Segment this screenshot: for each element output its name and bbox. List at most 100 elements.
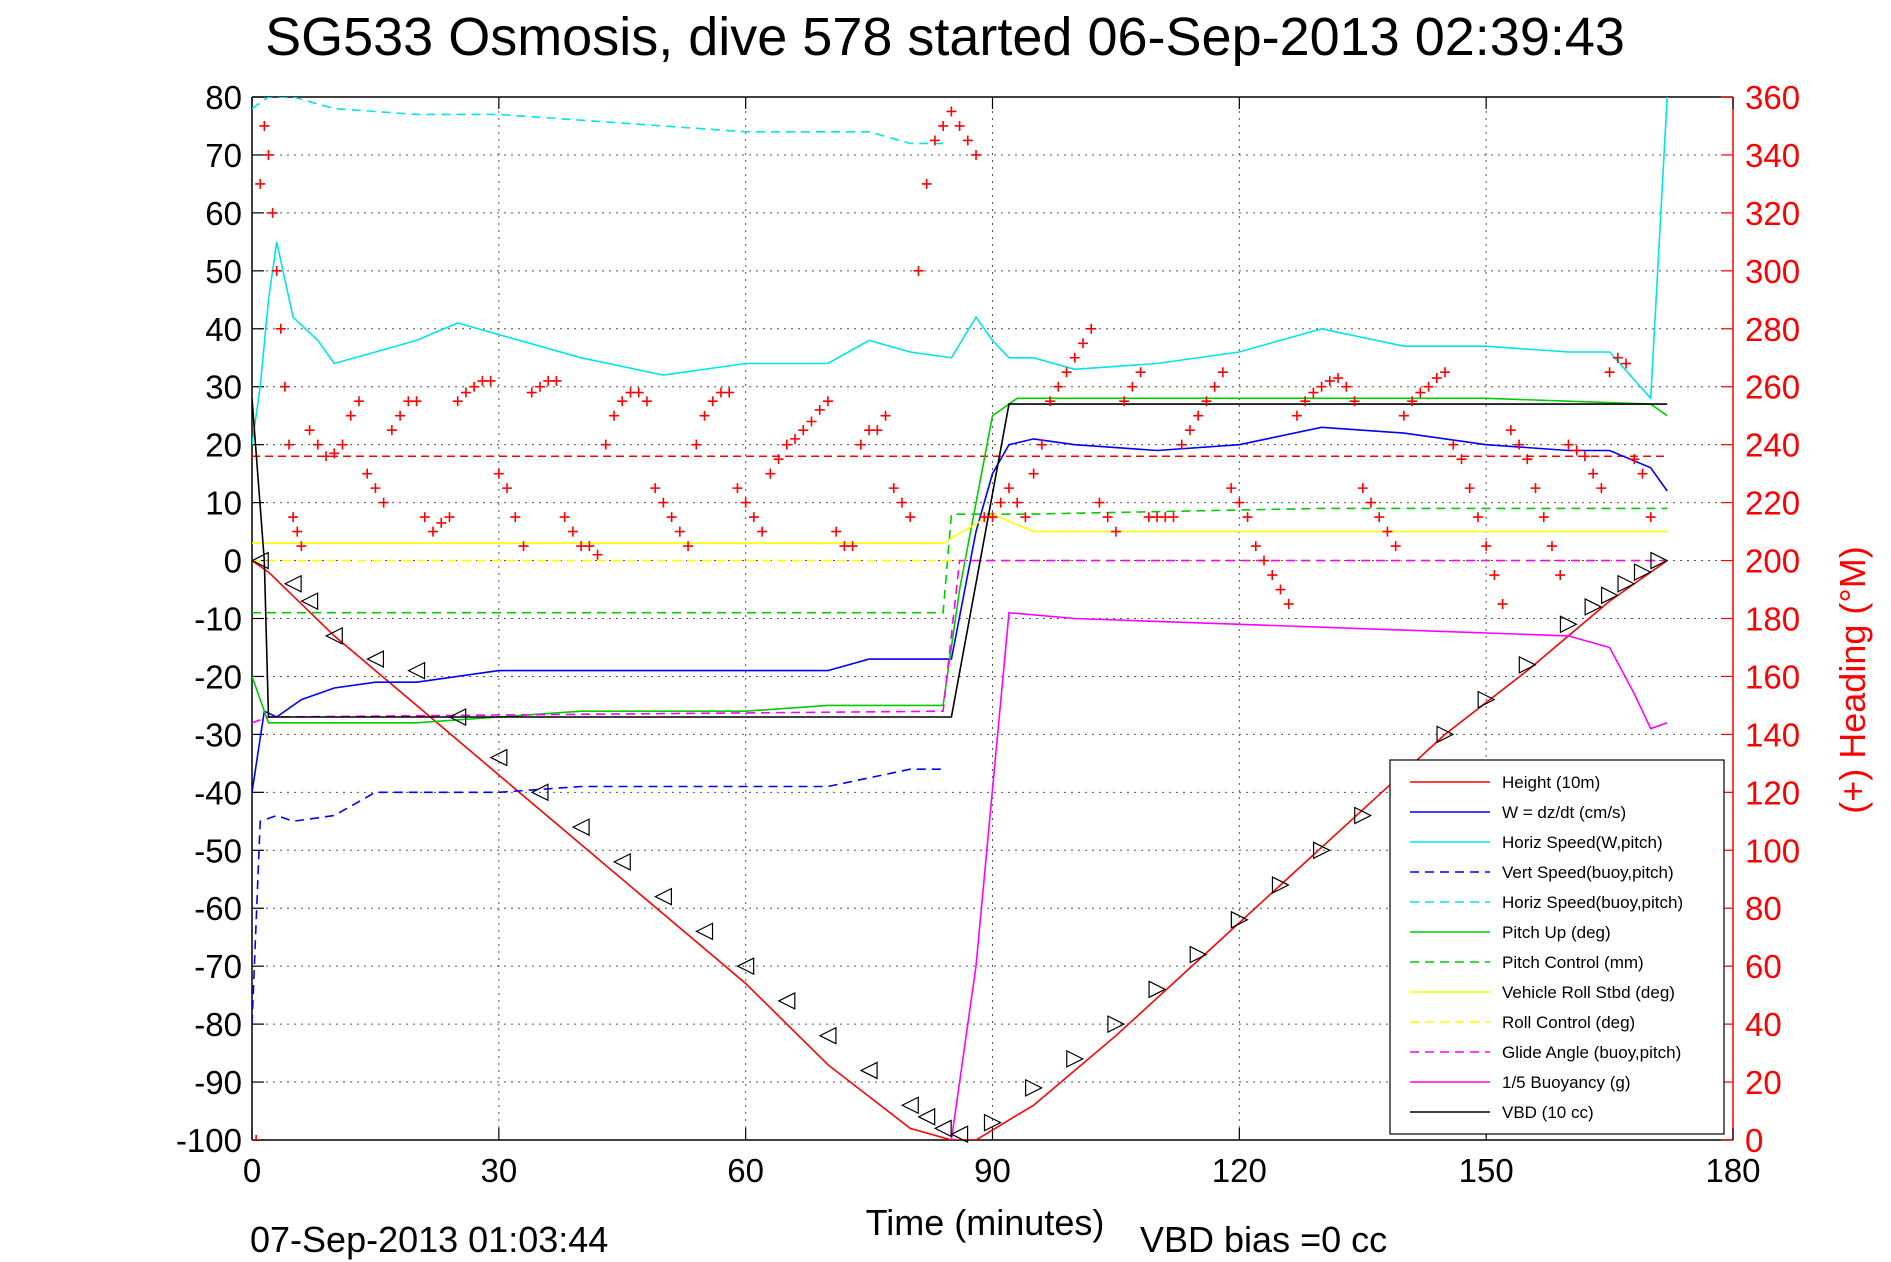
right-tick-label: 280 [1745, 311, 1800, 348]
series-line-8 [252, 513, 1668, 545]
depth-marker [1633, 563, 1652, 582]
heading-point [252, 1135, 262, 1140]
heading-point [658, 497, 669, 508]
y-tick-label: -60 [194, 890, 242, 927]
heading-point [526, 387, 537, 398]
y-tick-label: 80 [205, 79, 242, 116]
heading-point [831, 526, 842, 537]
depth-marker [571, 818, 590, 837]
y-tick-label: -10 [194, 601, 242, 638]
heading-point [1036, 439, 1047, 450]
heading-point [609, 410, 620, 421]
heading-point [1053, 381, 1064, 392]
heading-point [995, 497, 1006, 508]
heading-point [1365, 497, 1376, 508]
right-tick-label: 60 [1745, 948, 1782, 985]
heading-point [872, 425, 883, 436]
heading-point [1415, 387, 1426, 398]
depth-marker [366, 650, 385, 669]
right-tick-label: 240 [1745, 427, 1800, 464]
heading-point [773, 454, 784, 465]
heading-point [1497, 599, 1508, 610]
heading-point [1308, 387, 1319, 398]
heading-point [493, 468, 504, 479]
series-line-5 [252, 97, 944, 145]
heading-point [460, 387, 471, 398]
heading-point [1357, 483, 1368, 494]
heading-point [263, 149, 274, 160]
heading-point [259, 120, 270, 131]
heading-point [1514, 439, 1525, 450]
right-tick-label: 200 [1745, 543, 1800, 580]
y-tick-label: -40 [194, 774, 242, 811]
heading-point [938, 120, 949, 131]
heading-point [1456, 454, 1467, 465]
heading-point [1382, 526, 1393, 537]
legend-entry-10: Glide Angle (buoy,pitch) [1502, 1043, 1681, 1062]
depth-marker [448, 708, 467, 726]
heading-point [1579, 451, 1590, 462]
heading-point [913, 265, 924, 276]
series-line-4 [252, 768, 944, 1025]
heading-point [1522, 454, 1533, 465]
legend-entry-12: VBD (10 cc) [1502, 1103, 1594, 1122]
heading-point [419, 512, 430, 523]
heading-point [674, 526, 685, 537]
axes [251, 96, 1734, 1141]
heading-point [1300, 396, 1311, 407]
chart-title: SG533 Osmosis, dive 578 started 06-Sep-2… [265, 7, 1625, 67]
right-tick-label: 320 [1745, 195, 1800, 232]
legend-entry-6: Pitch Up (deg) [1502, 923, 1611, 942]
heading-point [1374, 512, 1385, 523]
x-tick-label: 90 [974, 1152, 1011, 1189]
depth-marker [818, 1026, 837, 1045]
heading-point [1341, 381, 1352, 392]
heading-point [551, 375, 562, 386]
x-tick-label: 60 [727, 1152, 764, 1189]
heading-point [284, 439, 295, 450]
heading-point [757, 526, 768, 537]
depth-marker [489, 748, 508, 767]
depth-marker [695, 922, 714, 941]
right-tick-label: 160 [1745, 658, 1800, 695]
y-tick-label: 40 [205, 311, 242, 348]
heading-point [362, 468, 373, 479]
heading-point [1472, 512, 1483, 523]
legend: Height (10m) W = dz/dt (cm/s) Horiz Speed(… [1389, 759, 1725, 1135]
depth-marker [1518, 655, 1537, 674]
series-line-2 [252, 426, 1668, 793]
heading-point [781, 439, 792, 450]
heading-point [822, 396, 833, 407]
depth-marker [1600, 586, 1619, 605]
heading-point [1629, 454, 1640, 465]
heading-point [1481, 541, 1492, 552]
heading-point [1555, 570, 1566, 581]
depth-marker [1584, 597, 1603, 616]
heading-point [1119, 396, 1130, 407]
depth-marker [950, 1125, 969, 1144]
heading-point [946, 106, 957, 117]
depth-marker [1354, 806, 1373, 825]
y-tick-label: -30 [194, 716, 242, 753]
legend-box [1389, 759, 1725, 1135]
heading-point [1448, 439, 1459, 450]
heading-point [740, 497, 751, 508]
heading-point [1250, 541, 1261, 552]
series-line-10 [252, 559, 1668, 724]
heading-point [1267, 570, 1278, 581]
heading-point [1407, 396, 1418, 407]
right-tick-label: 340 [1745, 137, 1800, 174]
right-tick-label: 100 [1745, 832, 1800, 869]
x-tick-label: 30 [480, 1152, 517, 1189]
heading-point [267, 207, 278, 218]
heading-point [691, 439, 702, 450]
heading-markers [252, 106, 1656, 1140]
heading-point [987, 512, 998, 523]
heading-point [353, 396, 364, 407]
y-tick-label: -100 [176, 1122, 242, 1159]
heading-point [765, 468, 776, 479]
heading-point [880, 410, 891, 421]
heading-point [386, 425, 397, 436]
heading-point [1349, 396, 1360, 407]
heading-point [275, 323, 286, 334]
